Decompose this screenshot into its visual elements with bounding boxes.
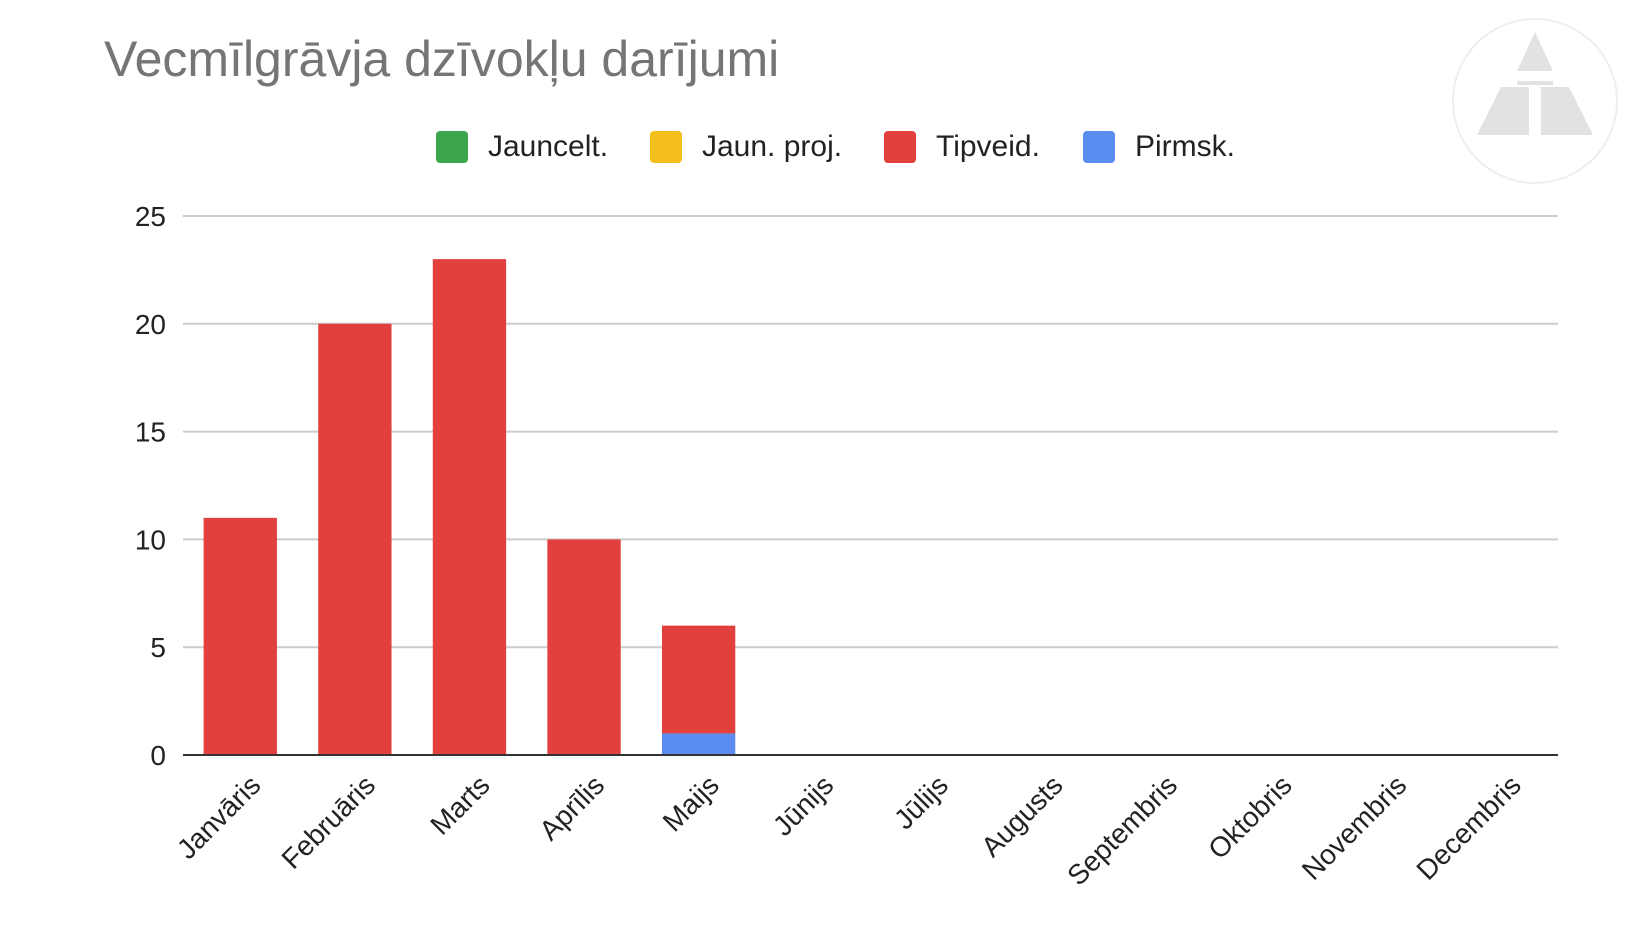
legend-item-jaun-proj: Jaun. proj. [650,127,842,167]
bar-tipveid-1 [318,323,392,755]
y-tick-label-15: 15 [135,417,166,448]
x-tick-label-4: Maijs [657,769,725,837]
x-tick-label-10: Novembris [1296,769,1413,886]
x-tick-label-5: Jūnijs [767,769,840,842]
x-tick-labels: Janvāris Februāris Marts Aprīlis Maijs Jūnijs… [171,769,1527,891]
bar-pirmsk-4 [661,733,736,755]
y-tick-label-5: 5 [150,632,166,663]
bar-tipveid-0 [203,517,277,755]
x-tick-label-8: Septembris [1061,769,1183,891]
legend-item-jauncelt: Jauncelt. [436,127,608,167]
x-tick-label-6: Jūlijs [888,769,954,835]
gridlines [183,215,1558,649]
legend-label-jaun-proj: Jaun. proj. [702,130,843,163]
legend-label-pirmsk: Pirmsk. [1135,130,1235,163]
x-tick-label-0: Janvāris [171,769,267,865]
x-tick-label-9: Oktobris [1202,769,1298,865]
bar-tipveid-2 [432,259,507,755]
chart-title: Vecmīlgrāvja dzīvokļu darījumi [104,31,780,87]
x-tick-label-11: Decembris [1410,769,1527,886]
x-tick-label-1: Februāris [276,769,382,875]
legend-label-jauncelt: Jauncelt. [488,130,609,163]
bars [203,259,736,755]
legend-swatch-jaun-proj [650,131,682,163]
legend-swatch-pirmsk [1083,131,1115,163]
legend-swatch-jauncelt [436,131,468,163]
chart-legend: Jauncelt. Jaun. proj. Tipveid. Pirmsk. [0,127,1633,167]
y-tick-label-25: 25 [135,201,166,232]
y-tick-label-0: 0 [150,740,166,771]
y-tick-label-20: 20 [135,309,166,340]
y-tick-label-10: 10 [135,524,166,555]
x-tick-label-7: Augusts [975,769,1068,862]
bar-tipveid-3 [547,539,621,755]
x-tick-label-2: Marts [424,769,495,840]
y-tick-labels: 0 5 10 15 20 25 [135,201,166,771]
legend-swatch-tipveid [884,131,916,163]
triangle-logo-icon [1451,17,1619,185]
bar-tipveid-4 [661,625,736,734]
legend-item-pirmsk: Pirmsk. [1083,127,1235,167]
x-tick-label-3: Aprīlis [533,769,610,846]
legend-item-tipveid: Tipveid. [884,127,1040,167]
legend-label-tipveid: Tipveid. [936,130,1040,163]
